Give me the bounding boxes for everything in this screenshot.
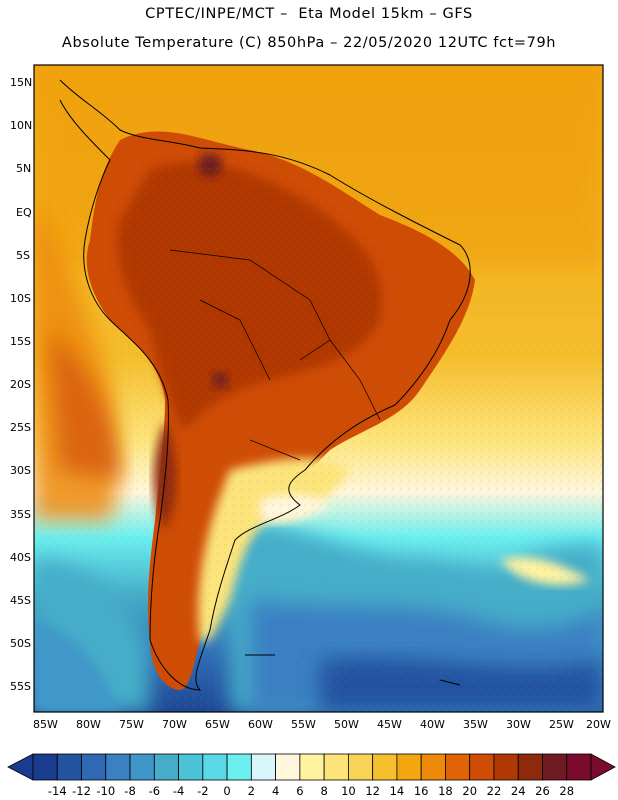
- lat-label: 35S: [10, 508, 31, 521]
- colorbar-label: 14: [390, 784, 405, 798]
- colorbar-swatch: [56, 753, 82, 781]
- lon-label: 75W: [119, 718, 144, 731]
- colorbar-swatch: [129, 753, 155, 781]
- colorbar-label: 26: [535, 784, 550, 798]
- colorbar-label: -2: [197, 784, 208, 798]
- lon-label: 85W: [33, 718, 58, 731]
- colorbar-label: -6: [149, 784, 160, 798]
- colorbar-swatch: [445, 753, 471, 781]
- colorbar-swatch: [275, 753, 301, 781]
- lat-label: 55S: [10, 680, 31, 693]
- lat-axis: 15N 10N 5N EQ 5S 10S 15S 20S 25S 30S 35S…: [10, 76, 32, 693]
- colorbar: [7, 753, 616, 781]
- colorbar-swatch: [250, 753, 277, 781]
- colorbar-label: -12: [72, 784, 91, 798]
- lon-label: 80W: [76, 718, 101, 731]
- colorbar-swatch: [493, 753, 519, 781]
- colorbar-label: 24: [511, 784, 526, 798]
- lon-label: 40W: [420, 718, 445, 731]
- colorbar-swatch: [226, 753, 252, 781]
- map-subtitle: Absolute Temperature (C) 850hPa – 22/05/…: [61, 35, 557, 51]
- colorbar-label: 10: [341, 784, 356, 798]
- colorbar-label: 22: [487, 784, 502, 798]
- colorbar-label: -8: [124, 784, 135, 798]
- colorbar-label: 16: [414, 784, 429, 798]
- colorbar-label: 2: [248, 784, 255, 798]
- colorbar-label: 6: [296, 784, 303, 798]
- colorbar-swatch: [469, 753, 495, 781]
- lat-label: 15N: [10, 76, 32, 89]
- colorbar-swatch: [372, 753, 398, 781]
- colorbar-swatch: [420, 753, 446, 781]
- colorbar-swatch: [396, 753, 422, 781]
- lat-label: EQ: [16, 206, 32, 219]
- map-frame: [33, 64, 604, 713]
- lon-label: 55W: [291, 718, 316, 731]
- lat-label: 20S: [10, 378, 31, 391]
- colorbar-swatch: [202, 753, 228, 781]
- lon-label: 70W: [162, 718, 187, 731]
- lat-label: 5N: [16, 162, 31, 175]
- temperature-field: [34, 65, 603, 712]
- colorbar-swatch: [517, 753, 543, 781]
- colorbar-label: 12: [365, 784, 380, 798]
- colorbar-swatch: [299, 753, 325, 781]
- colorbar-swatch: [153, 753, 179, 781]
- map-title: CPTEC/INPE/MCT – Eta Model 15km – GFS: [145, 6, 473, 22]
- colorbar-swatch: [32, 753, 58, 781]
- colorbar-label: 28: [559, 784, 574, 798]
- colorbar-label: 0: [223, 784, 230, 798]
- colorbar-swatch: [81, 753, 107, 781]
- lon-label: 65W: [205, 718, 230, 731]
- colorbar-label: 18: [438, 784, 453, 798]
- lon-label: 30W: [506, 718, 531, 731]
- colorbar-swatch: [105, 753, 131, 781]
- lat-label: 25S: [10, 421, 31, 434]
- colorbar-arrow-left: [7, 753, 34, 781]
- lon-label: 35W: [463, 718, 488, 731]
- lon-label: 25W: [549, 718, 574, 731]
- lat-label: 45S: [10, 594, 31, 607]
- colorbar-arrow-right: [590, 753, 616, 781]
- colorbar-label: -14: [48, 784, 67, 798]
- colorbar-swatch: [323, 753, 349, 781]
- lat-label: 15S: [10, 335, 31, 348]
- lon-label: 50W: [334, 718, 359, 731]
- colorbar-label: 4: [272, 784, 279, 798]
- lat-label: 5S: [16, 249, 30, 262]
- colorbar-swatch: [542, 753, 568, 781]
- lat-label: 10N: [10, 119, 32, 132]
- lat-label: 10S: [10, 292, 31, 305]
- lat-label: 40S: [10, 551, 31, 564]
- lon-axis: 85W 80W 75W 70W 65W 60W 55W 50W 45W 40W …: [33, 718, 611, 731]
- colorbar-labels: -14 -12 -10 -8 -6 -4 -2 0 2 4 6 8 10 12 14 16 18 20 22 24 26…: [48, 784, 574, 798]
- colorbar-label: 20: [462, 784, 477, 798]
- colorbar-label: 8: [320, 784, 327, 798]
- colorbar-swatch: [566, 753, 592, 781]
- colorbar-swatch: [178, 753, 204, 781]
- lat-label: 50S: [10, 637, 31, 650]
- colorbar-label: -4: [173, 784, 184, 798]
- lon-label: 20W: [586, 718, 611, 731]
- lat-label: 30S: [10, 464, 31, 477]
- colorbar-label: -10: [96, 784, 115, 798]
- lon-label: 60W: [248, 718, 273, 731]
- colorbar-swatch: [347, 753, 374, 781]
- lon-label: 45W: [377, 718, 402, 731]
